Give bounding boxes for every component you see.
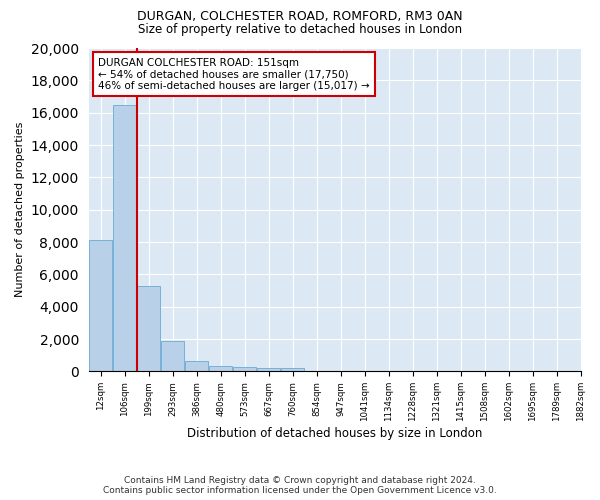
X-axis label: Distribution of detached houses by size in London: Distribution of detached houses by size … xyxy=(187,427,482,440)
Text: DURGAN, COLCHESTER ROAD, ROMFORD, RM3 0AN: DURGAN, COLCHESTER ROAD, ROMFORD, RM3 0A… xyxy=(137,10,463,23)
Bar xyxy=(209,366,232,372)
Bar xyxy=(281,368,304,372)
Bar xyxy=(185,361,208,372)
Y-axis label: Number of detached properties: Number of detached properties xyxy=(15,122,25,298)
Text: Size of property relative to detached houses in London: Size of property relative to detached ho… xyxy=(138,22,462,36)
Text: DURGAN COLCHESTER ROAD: 151sqm
← 54% of detached houses are smaller (17,750)
46%: DURGAN COLCHESTER ROAD: 151sqm ← 54% of … xyxy=(98,58,370,91)
Bar xyxy=(161,342,184,372)
Bar xyxy=(233,367,256,372)
Bar xyxy=(113,104,136,372)
Bar xyxy=(89,240,112,372)
Bar xyxy=(137,286,160,372)
Bar xyxy=(257,368,280,372)
Text: Contains HM Land Registry data © Crown copyright and database right 2024.
Contai: Contains HM Land Registry data © Crown c… xyxy=(103,476,497,495)
